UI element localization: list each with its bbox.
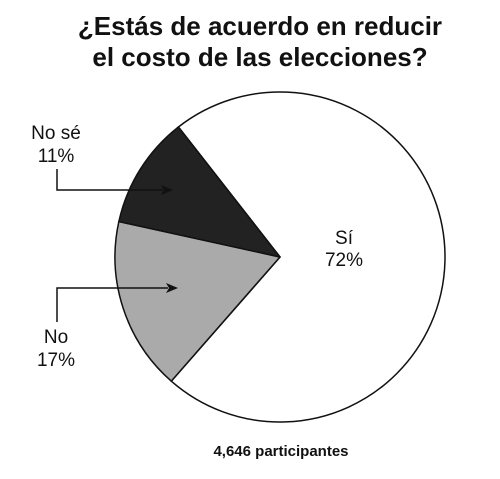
slice-label-no-name: No: [44, 327, 68, 348]
pie-slice-no: [114, 220, 281, 382]
arrow-nose: [56, 169, 173, 195]
label-arrows: [56, 169, 178, 322]
pie-slices: [114, 91, 446, 423]
slice-label-nose-value: 11%: [38, 146, 75, 167]
pie-slice-nose: [118, 126, 281, 258]
slice-label-nose-name: No sé: [31, 123, 81, 144]
chart-footer-participants: 4,646 participantes: [213, 443, 348, 460]
arrow-no: [56, 283, 178, 322]
slice-label-si-name: Sí: [335, 228, 354, 249]
chart-title-line-1: ¿Estás de acuerdo en reducir: [78, 11, 442, 41]
slice-label-no-value: 17%: [37, 350, 75, 371]
slice-label-si-value: 72%: [325, 250, 363, 271]
pie-slice-si: [170, 91, 446, 423]
chart-title-line-2: el costo de las elecciones?: [92, 42, 427, 72]
